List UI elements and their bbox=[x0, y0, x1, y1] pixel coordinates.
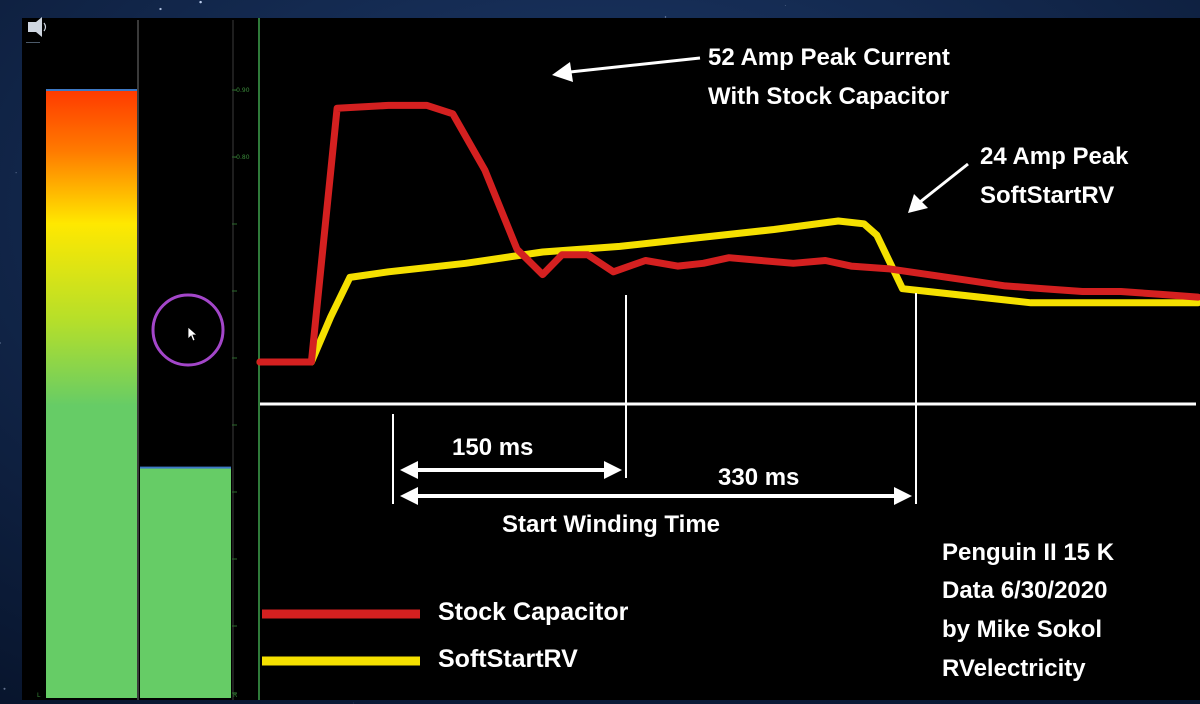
meter-scale-label: -0.90 bbox=[234, 87, 250, 94]
meter-bar-right bbox=[140, 467, 231, 698]
legend-label-stock-capacitor: Stock Capacitor bbox=[438, 598, 629, 626]
star bbox=[664, 16, 667, 18]
meter-scale bbox=[232, 89, 237, 694]
mouse-pointer-icon bbox=[187, 326, 199, 342]
info-block: Penguin II 15 K Data 6/30/2020 by Mike S… bbox=[942, 539, 1115, 682]
chart-panel bbox=[260, 18, 1200, 700]
meter-scale-line bbox=[232, 20, 234, 700]
series-line-softstartrv bbox=[256, 217, 1200, 366]
stock-peak-label-line1: 52 Amp Peak Current bbox=[708, 44, 950, 71]
meter-header-line bbox=[26, 42, 40, 43]
meter-peak-left bbox=[46, 89, 137, 91]
star bbox=[784, 4, 786, 6]
series-line-stock-capacitor bbox=[256, 101, 1200, 366]
star bbox=[199, 0, 202, 4]
stock-peak-annotation: 52 Amp Peak Current With Stock Capacitor bbox=[552, 44, 950, 110]
meter-peak-right bbox=[140, 466, 231, 469]
channel-left-label: L bbox=[37, 692, 41, 699]
soft-peak-annotation: 24 Amp Peak SoftStartRV bbox=[908, 143, 1129, 213]
star bbox=[15, 172, 17, 174]
info-line-author: by Mike Sokol bbox=[942, 616, 1102, 643]
star bbox=[159, 7, 162, 11]
star bbox=[0, 342, 2, 344]
interval-330-label: 330 ms bbox=[718, 464, 799, 491]
interval-150-label: 150 ms bbox=[452, 434, 533, 461]
start-winding-label: Start Winding Time bbox=[502, 511, 720, 538]
legend-label-softstartrv: SoftStartRV bbox=[438, 645, 578, 673]
soft-peak-label-line1: 24 Amp Peak bbox=[980, 143, 1129, 170]
stock-peak-label-line2: With Stock Capacitor bbox=[708, 83, 949, 110]
info-line-model: Penguin II 15 K bbox=[942, 539, 1115, 566]
interval-arrow-330 bbox=[400, 487, 912, 505]
legend: Stock Capacitor SoftStartRV bbox=[262, 598, 629, 673]
info-line-date: Data 6/30/2020 bbox=[942, 577, 1107, 604]
star bbox=[352, 702, 354, 704]
info-line-site: RVelectricity bbox=[942, 655, 1086, 682]
star bbox=[3, 687, 6, 690]
meter-scale-label: -0.80 bbox=[234, 154, 250, 161]
interval-arrow-150 bbox=[400, 461, 622, 479]
meter-bar-left bbox=[46, 90, 137, 698]
speaker-icon[interactable] bbox=[28, 17, 47, 37]
meter-divider bbox=[137, 20, 139, 700]
soft-peak-label-line2: SoftStartRV bbox=[980, 182, 1114, 209]
level-meter: -0.90 -0.80 L R bbox=[22, 17, 260, 700]
plot-area bbox=[256, 101, 1200, 366]
channel-right-label: R bbox=[233, 692, 237, 699]
